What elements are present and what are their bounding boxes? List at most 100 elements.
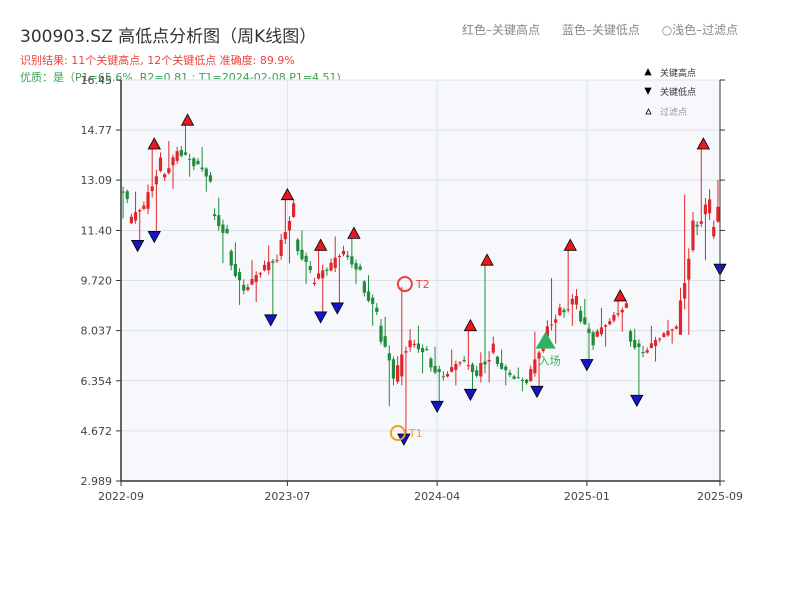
candle-body [387, 353, 391, 361]
candle-body [616, 313, 620, 315]
candle-body [645, 350, 649, 353]
candle-body [529, 369, 533, 381]
candle-body [633, 339, 637, 348]
candle-body [483, 361, 487, 365]
candle-body [271, 261, 275, 263]
key-low-marker [130, 239, 145, 253]
candle-body [121, 191, 125, 193]
legend-low-label: 关键低点 [660, 86, 696, 98]
axes: 2.989 4.672 6.354 8.037 9.720 11.40 13.09 14.77… [81, 74, 743, 503]
y-tick-label: 16.45 [81, 74, 113, 87]
key-high-marker [347, 226, 361, 239]
candle-body [258, 273, 262, 275]
candle-body [678, 300, 683, 335]
candle-body [138, 210, 142, 212]
key-low-marker [264, 314, 278, 327]
candle-body [437, 369, 441, 373]
candle-body [462, 359, 466, 362]
candle-body [366, 291, 371, 301]
candle-body [375, 307, 379, 312]
candle-body [321, 270, 325, 279]
candle-body [242, 284, 246, 291]
candle-body [316, 273, 321, 279]
candle-body [520, 379, 525, 381]
candle-body [674, 326, 678, 329]
candle-body [391, 359, 396, 379]
candles [121, 123, 720, 436]
candle-body [292, 203, 296, 217]
candle-body [458, 362, 462, 364]
candle-body [466, 365, 470, 367]
candle-body [537, 352, 541, 359]
candle-body [716, 206, 720, 222]
candle-body [208, 175, 213, 182]
candle-body [691, 220, 695, 251]
markers: T1 T2 入场 [130, 113, 727, 446]
candle-body [491, 343, 495, 353]
candle-body [287, 220, 292, 231]
legend-filtered-label: 过滤点 [660, 106, 687, 118]
candle-body [192, 158, 196, 167]
candle-body [188, 158, 192, 160]
candle-body [562, 309, 566, 313]
candle-body [129, 216, 133, 224]
candle-body [595, 331, 599, 337]
result-summary: 识别结果: 11个关键高点, 12个关键低点 准确度: 89.9% [20, 54, 295, 67]
candle-body [167, 168, 171, 174]
candle-body [325, 269, 329, 271]
candle-body [712, 226, 716, 237]
candle-body [300, 249, 304, 260]
candle-body [703, 204, 708, 215]
candle-body [658, 338, 662, 340]
key-high-marker [480, 253, 494, 266]
candle-body [583, 317, 587, 325]
candle-body [133, 212, 138, 221]
key-low-marker [463, 388, 478, 402]
candle-body [212, 214, 217, 217]
candle-body [683, 283, 687, 299]
candle-body [179, 150, 183, 156]
key-low-marker [530, 385, 544, 399]
candle-body [158, 157, 163, 171]
candle-body [275, 259, 279, 261]
candle-body [533, 359, 537, 374]
y-tick-label: 6.354 [81, 375, 113, 388]
candle-body [362, 281, 366, 293]
candle-body [341, 250, 346, 255]
t2-circle [396, 276, 413, 293]
candle-body [237, 272, 242, 281]
candle-body [279, 239, 283, 256]
candle-body [150, 186, 154, 192]
candle-body [379, 325, 383, 342]
candle-body [420, 348, 425, 353]
candle-body [653, 340, 658, 347]
candle-body [649, 343, 653, 348]
entry-marker [535, 331, 556, 349]
candle-body [504, 366, 508, 371]
candle-body [225, 228, 229, 234]
candle-body [267, 262, 271, 271]
candle-body [183, 152, 188, 155]
candle-body [558, 307, 562, 316]
candle-body [666, 330, 670, 336]
candle-body [470, 364, 475, 373]
candle-body [612, 314, 616, 321]
candle-body [708, 199, 712, 214]
legend-hollow-text: ○浅色–过滤点 [661, 23, 739, 37]
t1-circle [389, 425, 406, 442]
candle-body [628, 331, 633, 342]
candle-body [283, 232, 287, 240]
key-high-marker [280, 187, 295, 201]
candle-body [154, 176, 158, 185]
candle-body [479, 363, 483, 377]
x-tick-label: 2022-09 [98, 490, 144, 503]
candle-body [250, 278, 254, 285]
key-high-marker [696, 137, 711, 150]
candle-body [371, 297, 375, 304]
candle-body [308, 266, 312, 271]
candle-body [429, 358, 433, 368]
candle-body [450, 367, 454, 372]
candle-body [200, 167, 204, 170]
candle-body [350, 256, 354, 265]
key-low-marker [580, 359, 594, 372]
